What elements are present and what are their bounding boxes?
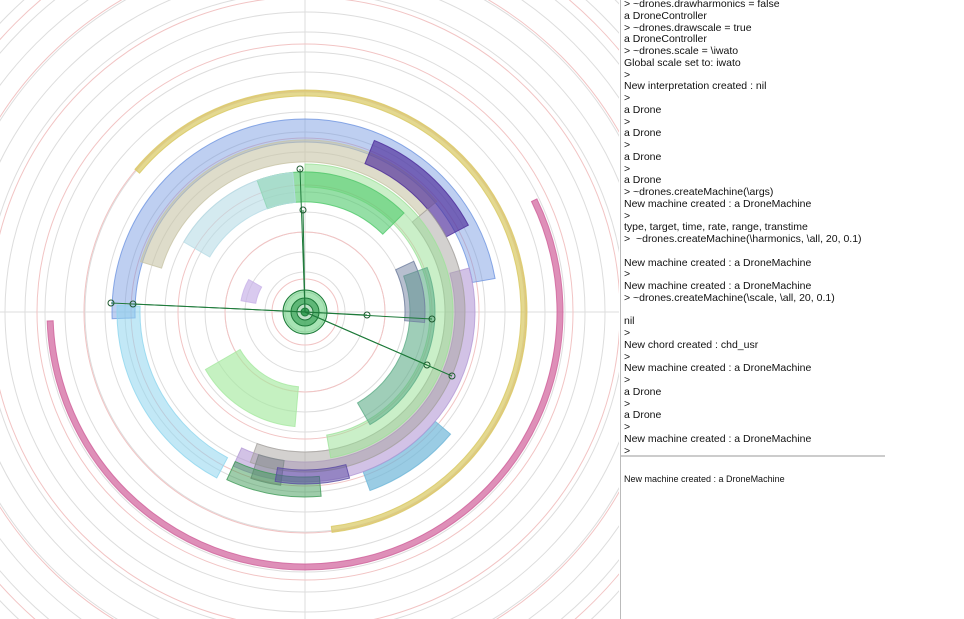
drone-visualization [0,0,619,619]
console-line: New machine created : a DroneMachine [624,432,812,445]
console-line: a DroneController [624,33,707,46]
node [129,300,137,308]
drone-arc [274,464,351,485]
console-line: > [624,268,631,281]
console-line: Global scale set to: iwato [624,56,741,69]
console-line: > [624,327,631,339]
console-line: > [624,68,631,81]
console-line: > [624,421,631,433]
drone-arc [240,278,263,304]
console-line: > ~drones.createMachine(\harmonics, \all… [624,233,862,245]
console-line: > ~drones.drawscale = true [624,21,752,34]
console-line: New machine created : a DroneMachine [624,197,812,210]
console-line: New interpretation created : nil [624,80,767,93]
drone-arc [364,139,470,238]
console-line: > ~drones.scale = \iwato [624,45,739,57]
console-line: a Drone [624,174,662,187]
console-line: > [624,397,631,410]
console-line: > [624,139,631,151]
separator [621,455,885,457]
console-line: > ~drones.createMachine(\scale, \all, 20… [624,291,835,304]
grid-circle [104,111,506,513]
grid-circle [244,251,366,373]
drone-arc [204,348,300,428]
console-line: nil [624,315,635,328]
drone-arc [183,171,296,258]
connector [132,303,306,313]
console-line: > [624,92,631,104]
console-line: a DroneController [624,9,707,22]
connector [302,209,306,313]
grid-circle [24,31,586,593]
grid-circle [4,11,606,613]
console-line: a Drone [624,409,662,422]
drone-arc [394,260,426,324]
connector [304,311,453,377]
node [296,165,304,173]
console-line: > ~drones.createMachine(\args) [624,186,774,198]
status-line: New machine created : a DroneMachine [624,474,785,484]
console-line: a Drone [624,127,662,140]
grid-circle [64,71,546,553]
grid-circle [264,271,346,353]
console-line: New machine created : a DroneMachine [624,256,812,269]
console-line: > [624,444,631,457]
node [448,372,456,380]
post-window: > ~drones.drawharmonics = false a DroneCo… [620,0,964,619]
scale-circle [271,278,339,346]
console-line: New machine created : a DroneMachine [624,362,812,375]
scale-circle [224,231,386,393]
console-line: > [624,162,631,175]
drone-arc [46,198,564,571]
console-line: > [624,350,631,363]
console-line: New machine created : a DroneMachine [624,280,812,292]
drone-arc [304,163,454,459]
scale-circle [36,43,574,581]
drone-arc [134,89,528,533]
drone-arc [116,304,229,479]
node [423,361,431,369]
node [299,206,307,214]
grid-circle [44,51,566,573]
console-line: type, target, time, rate, range, transti… [624,221,808,234]
console-line: > [624,209,631,222]
console-line: New chord created : chd_usr [624,338,759,351]
node [107,299,115,307]
console-line: a Drone [624,103,662,116]
node [428,315,436,323]
console-line: a Drone [624,150,662,163]
console-line: a Drone [624,385,662,398]
console-line: > ~drones.drawharmonics = false [624,0,780,10]
console-line: > [624,374,631,386]
console-line: > [624,115,631,128]
connector [304,311,433,320]
